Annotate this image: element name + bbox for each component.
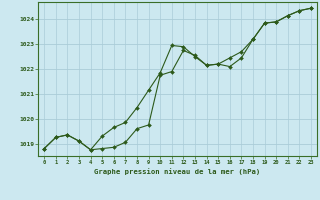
X-axis label: Graphe pression niveau de la mer (hPa): Graphe pression niveau de la mer (hPa) (94, 168, 261, 175)
